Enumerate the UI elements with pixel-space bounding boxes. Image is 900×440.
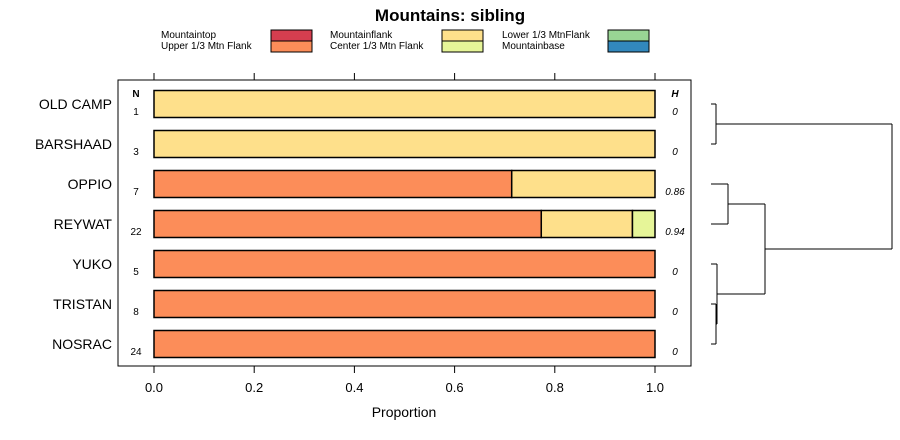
n-value-oppio: 7 xyxy=(133,187,139,198)
x-axis: 0.0 0.2 0.4 0.6 0.8 1.0 xyxy=(145,73,664,395)
h-value-oppio: 0.86 xyxy=(665,187,685,198)
bar-segment-nosrac-upper-1-3-mtn-flank xyxy=(153,329,656,359)
n-value-tristan: 8 xyxy=(133,307,139,318)
legend-swatch-mountaintop xyxy=(270,29,313,42)
tick-label-1-0: 1.0 xyxy=(646,380,664,395)
row-label-oppio: OPPIO xyxy=(68,176,112,192)
chart-title: Mountains: sibling xyxy=(375,6,525,25)
legend-label-mountaintop: Mountaintop xyxy=(161,30,216,41)
tick-label-0-8: 0.8 xyxy=(546,380,564,395)
h-value-barshaad: 0 xyxy=(672,147,678,158)
bar-segment-tristan-upper-1-3-mtn-flank xyxy=(153,289,656,319)
legend-label-upper-1-3-mtn-flank: Upper 1/3 Mtn Flank xyxy=(161,41,253,52)
bar-segment-oppio-upper-1-3-mtn-flank xyxy=(153,169,513,199)
legend-swatch-upper-1-3-mtn-flank xyxy=(270,40,313,53)
bar-segment-barshaad-mountainflank xyxy=(153,129,656,159)
h-value-yuko: 0 xyxy=(672,267,678,278)
x-axis-title: Proportion xyxy=(372,404,437,420)
bar-segment-reywat-upper-1-3-mtn-flank xyxy=(153,209,543,239)
plot-panel xyxy=(117,79,692,367)
legend-label-mountainflank: Mountainflank xyxy=(330,30,393,41)
legend-swatch-lower-1-3-mtnflank xyxy=(607,29,650,42)
h-value-old-camp: 0 xyxy=(672,107,678,118)
n-value-nosrac: 24 xyxy=(130,347,142,358)
bar-segment-old-camp-mountainflank xyxy=(153,89,656,119)
n-value-reywat: 22 xyxy=(130,227,142,238)
row-label-nosrac: NOSRAC xyxy=(52,336,112,352)
dendrogram xyxy=(711,103,893,345)
row-label-tristan: TRISTAN xyxy=(53,296,112,312)
bars-group xyxy=(153,89,656,359)
row-label-old-camp: OLD CAMP xyxy=(39,96,112,112)
h-value-reywat: 0.94 xyxy=(665,227,685,238)
legend-label-mountainbase: Mountainbase xyxy=(502,41,565,52)
row-label-yuko: YUKO xyxy=(72,256,112,272)
tick-label-0-6: 0.6 xyxy=(446,380,464,395)
legend-swatch-center-1-3-mtn-flank xyxy=(441,40,484,53)
tick-label-0-0: 0.0 xyxy=(145,380,163,395)
legend-label-lower-1-3-mtnflank: Lower 1/3 MtnFlank xyxy=(502,30,591,41)
h-column-header: H xyxy=(671,89,679,100)
row-label-barshaad: BARSHAAD xyxy=(35,136,112,152)
n-value-barshaad: 3 xyxy=(133,147,139,158)
legend-label-center-1-3-mtn-flank: Center 1/3 Mtn Flank xyxy=(330,41,424,52)
row-label-reywat: REYWAT xyxy=(54,216,113,232)
h-value-tristan: 0 xyxy=(672,307,678,318)
legend-swatch-mountainflank xyxy=(441,29,484,42)
legend-swatch-mountainbase xyxy=(607,40,650,53)
n-column-header: N xyxy=(132,89,139,100)
row-labels: OLD CAMP 1 0 BARSHAAD 3 0 OPPIO 7 0.86 REYWAT 22 0.… xyxy=(35,96,685,358)
n-value-old-camp: 1 xyxy=(133,107,139,118)
tick-label-0-4: 0.4 xyxy=(345,380,363,395)
bar-segment-reywat-mountainflank xyxy=(540,209,634,239)
bar-segment-reywat-center-1-3-mtn-flank xyxy=(631,209,656,239)
bar-segment-oppio-mountainflank xyxy=(510,169,656,199)
h-value-nosrac: 0 xyxy=(672,347,678,358)
bar-segment-yuko-upper-1-3-mtn-flank xyxy=(153,249,656,279)
tick-label-0-2: 0.2 xyxy=(245,380,263,395)
n-value-yuko: 5 xyxy=(133,267,139,278)
